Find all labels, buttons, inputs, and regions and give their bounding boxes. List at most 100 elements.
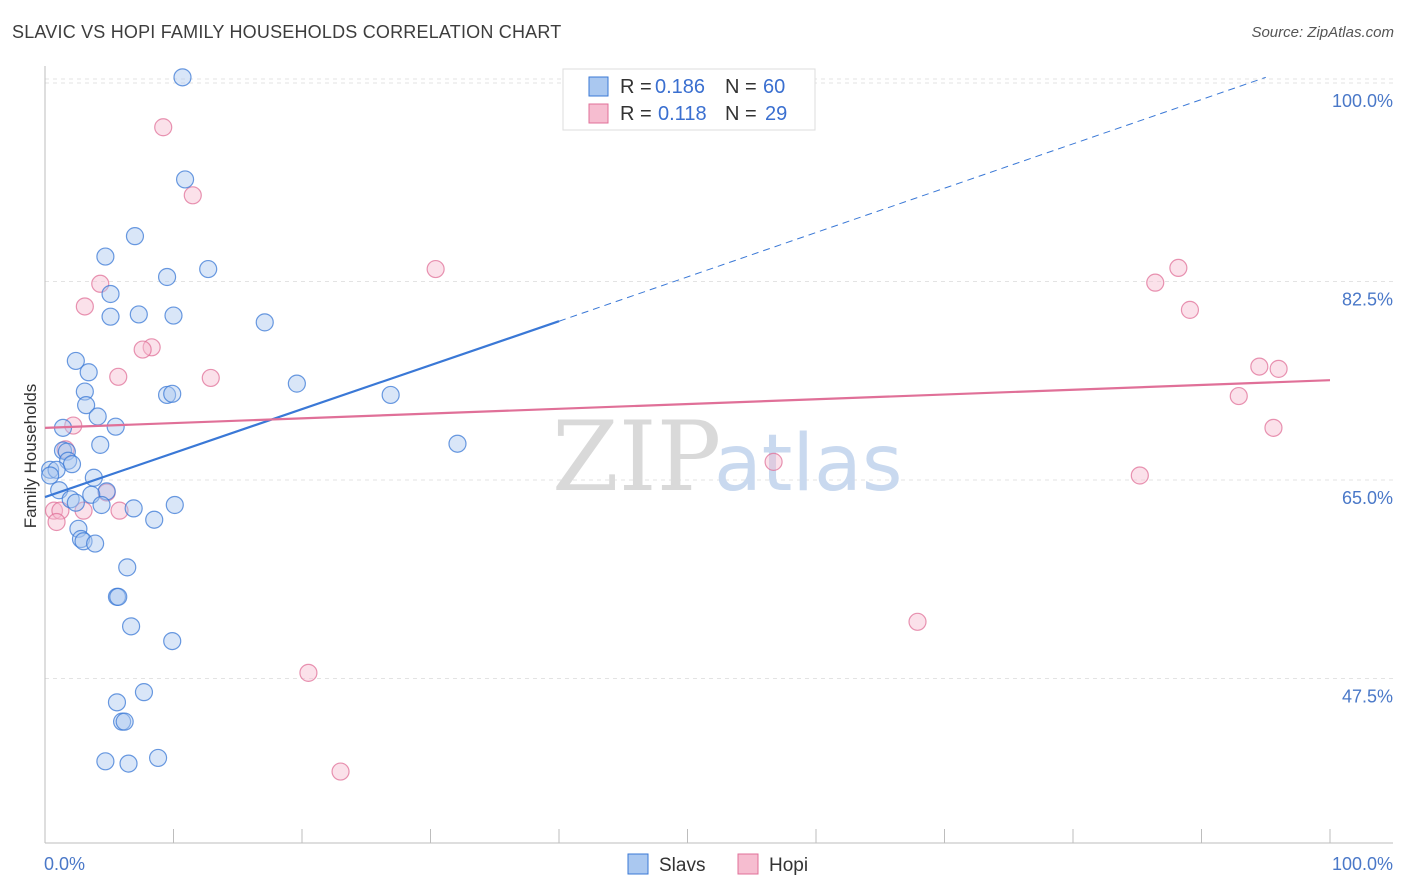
slavs-point	[91, 435, 110, 454]
slavs-point	[106, 417, 125, 436]
slavs-trend-line	[44, 320, 560, 499]
x-tick-label-max: 100.0%	[1332, 854, 1393, 874]
legend-r-value-hopi: 0.118	[658, 103, 707, 125]
slavs-point	[121, 617, 141, 636]
slavs-points	[41, 68, 467, 773]
slavs-point	[79, 363, 98, 382]
bottom-legend-label-hopi: Hopi	[769, 855, 808, 876]
hopi-point	[426, 259, 445, 279]
hopi-point	[51, 501, 70, 520]
legend-box: R = 0.186 N = 60 R = 0.118 N = 29	[562, 68, 816, 131]
slavs-point	[115, 712, 134, 731]
slavs-point	[75, 382, 94, 401]
hopi-point	[1169, 258, 1188, 278]
hopi-point	[299, 663, 318, 682]
slavs-point	[163, 631, 182, 651]
legend-swatch-slavs	[588, 76, 609, 97]
slavs-point	[101, 307, 120, 326]
hopi-point	[1146, 273, 1165, 292]
hopi-point	[110, 501, 129, 520]
slavs-point	[66, 351, 85, 371]
axes	[44, 66, 1393, 844]
hopi-point	[1130, 466, 1149, 485]
legend-n-label-slavs: N =	[725, 76, 757, 98]
hopi-point	[47, 512, 66, 532]
slavs-point	[287, 374, 306, 393]
bottom-legend-label-slavs: Slavs	[659, 855, 705, 876]
slavs-point	[86, 534, 105, 553]
slavs-point	[41, 466, 60, 485]
slavs-point	[96, 247, 115, 266]
slavs-point	[199, 259, 218, 279]
legend-n-label-hopi: N =	[725, 103, 757, 125]
hopi-point	[1269, 359, 1288, 378]
slavs-point	[255, 313, 274, 332]
watermark-zip: ZIP	[552, 401, 721, 513]
hopi-point	[75, 297, 94, 316]
slavs-point	[61, 490, 80, 509]
slavs-point	[118, 558, 137, 577]
bottom-legend: Slavs Hopi	[627, 853, 808, 876]
hopi-point	[154, 118, 173, 137]
slavs-point	[124, 499, 143, 518]
hopi-point	[44, 501, 64, 520]
y-tick-label: 47.5%	[1342, 687, 1393, 707]
slavs-point	[125, 227, 145, 246]
slavs-point	[148, 748, 168, 768]
trend-lines	[44, 76, 1331, 499]
slavs-point	[71, 529, 91, 549]
legend-r-label-slavs: R =	[620, 76, 652, 98]
chart-source: Source: ZipAtlas.com	[1251, 24, 1394, 41]
slavs-point	[175, 170, 195, 189]
y-tick-label: 65.0%	[1342, 488, 1393, 508]
y-axis-label: Family Households	[21, 384, 40, 529]
hopi-point	[201, 368, 220, 388]
slavs-point	[165, 495, 184, 515]
slavs-point	[109, 587, 128, 606]
slavs-point	[66, 493, 85, 512]
hopi-point	[1229, 386, 1248, 406]
hopi-point	[183, 186, 202, 205]
slavs-point	[448, 434, 467, 453]
slavs-point	[74, 532, 93, 551]
legend-r-value-slavs: 0.186	[655, 76, 705, 98]
slavs-point	[92, 495, 111, 515]
watermark-atlas: atlas	[714, 419, 903, 509]
slavs-point	[107, 693, 127, 712]
slavs-point	[62, 455, 82, 474]
slavs-point	[381, 385, 400, 405]
slavs-point	[157, 267, 177, 287]
slavs-point	[88, 407, 107, 426]
hopi-point	[1264, 418, 1283, 437]
bottom-legend-swatch-hopi	[737, 853, 759, 875]
legend-r-label-hopi: R =	[620, 103, 652, 125]
chart-title: SLAVIC VS HOPI FAMILY HOUSEHOLDS CORRELA…	[12, 22, 562, 42]
hopi-point	[331, 762, 350, 781]
watermark: ZIP atlas	[552, 401, 903, 513]
hopi-point	[109, 367, 128, 386]
hopi-trend-line	[44, 379, 1331, 429]
hopi-point	[133, 340, 152, 359]
hopi-point	[1180, 300, 1200, 319]
x-tick-label-min: 0.0%	[44, 854, 85, 874]
slavs-point	[134, 683, 154, 702]
legend-n-value-slavs: 60	[763, 76, 785, 98]
hopi-point	[1250, 357, 1269, 376]
slavs-point	[129, 305, 148, 324]
slavs-trend-extension	[558, 76, 1266, 322]
slavs-point	[96, 752, 115, 771]
slavs-point	[145, 510, 164, 529]
legend-n-value-hopi: 29	[765, 103, 787, 125]
y-tick-labels: 100.0% 82.5% 65.0% 47.5%	[1332, 91, 1393, 707]
legend-swatch-hopi	[588, 103, 609, 124]
y-tick-label: 82.5%	[1342, 290, 1393, 310]
slavs-point	[77, 396, 96, 415]
slavs-point	[101, 284, 120, 304]
slavs-point	[163, 384, 182, 403]
slavs-point	[173, 68, 192, 87]
hopi-point	[908, 612, 927, 631]
hopi-point	[764, 452, 783, 471]
bottom-legend-swatch-slavs	[627, 853, 649, 875]
y-tick-label: 100.0%	[1332, 91, 1393, 111]
